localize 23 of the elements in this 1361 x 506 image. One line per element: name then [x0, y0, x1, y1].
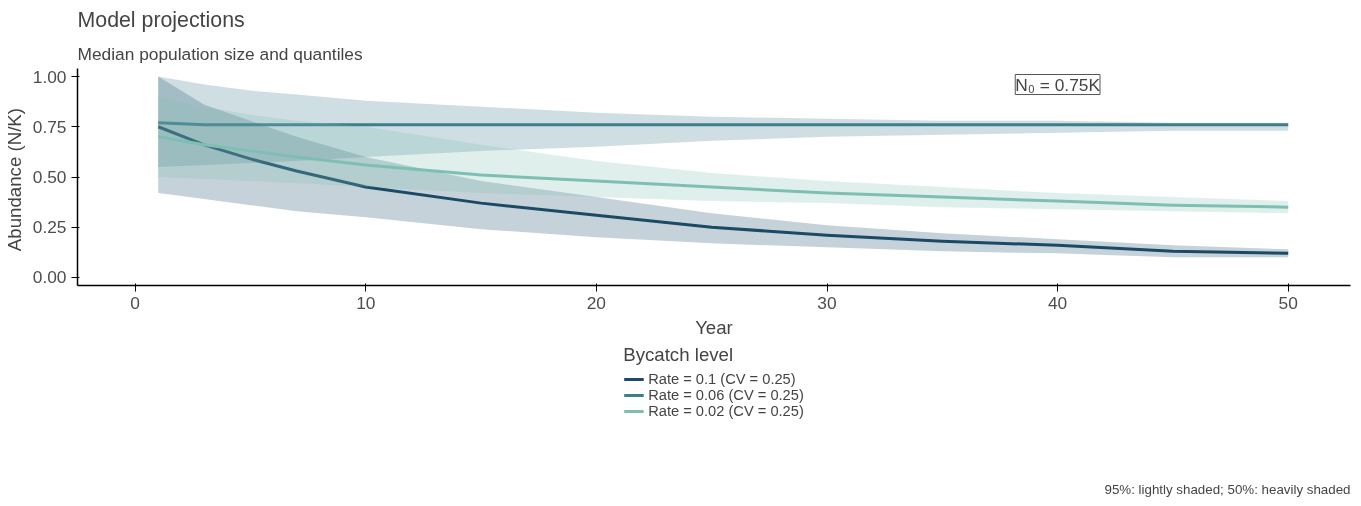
x-tick-label: 20 [586, 292, 607, 313]
legend-title: Bycatch level [623, 344, 735, 366]
y-tick-label: 0.25 [32, 217, 67, 238]
annotation: N₀ = 0.75K [1015, 74, 1101, 95]
x-tick-label: 10 [356, 292, 376, 313]
x-tick-label: 0 [130, 292, 140, 313]
text: 95%: lightly shaded; 50%: heavily shaded [1104, 482, 1351, 498]
y-tick-label: 0.75 [32, 116, 67, 137]
chart-subtitle: Median population size and quantiles [77, 43, 363, 64]
x-tick-label: 40 [1047, 292, 1068, 313]
legend-label: Rate = 0.1 (CV = 0.25) [648, 371, 796, 387]
legend-label: Rate = 0.02 (CV = 0.25) [648, 403, 804, 419]
y-tick-label: 0.50 [32, 167, 67, 187]
chart-title: Model projections [77, 7, 245, 32]
y-tick-label: 0.00 [32, 267, 67, 288]
line-series [156, 135, 1290, 209]
x-tick-label: 30 [817, 292, 837, 313]
line-series [156, 125, 1290, 255]
x-tick-label: 50 [1278, 292, 1298, 313]
legend-label: Rate = 0.06 (CV = 0.25) [648, 387, 804, 403]
y-axis-title: Abundance (N/K) [3, 108, 25, 252]
y-tick-label: 1.00 [32, 66, 67, 87]
x-axis-title: Year [695, 316, 733, 338]
